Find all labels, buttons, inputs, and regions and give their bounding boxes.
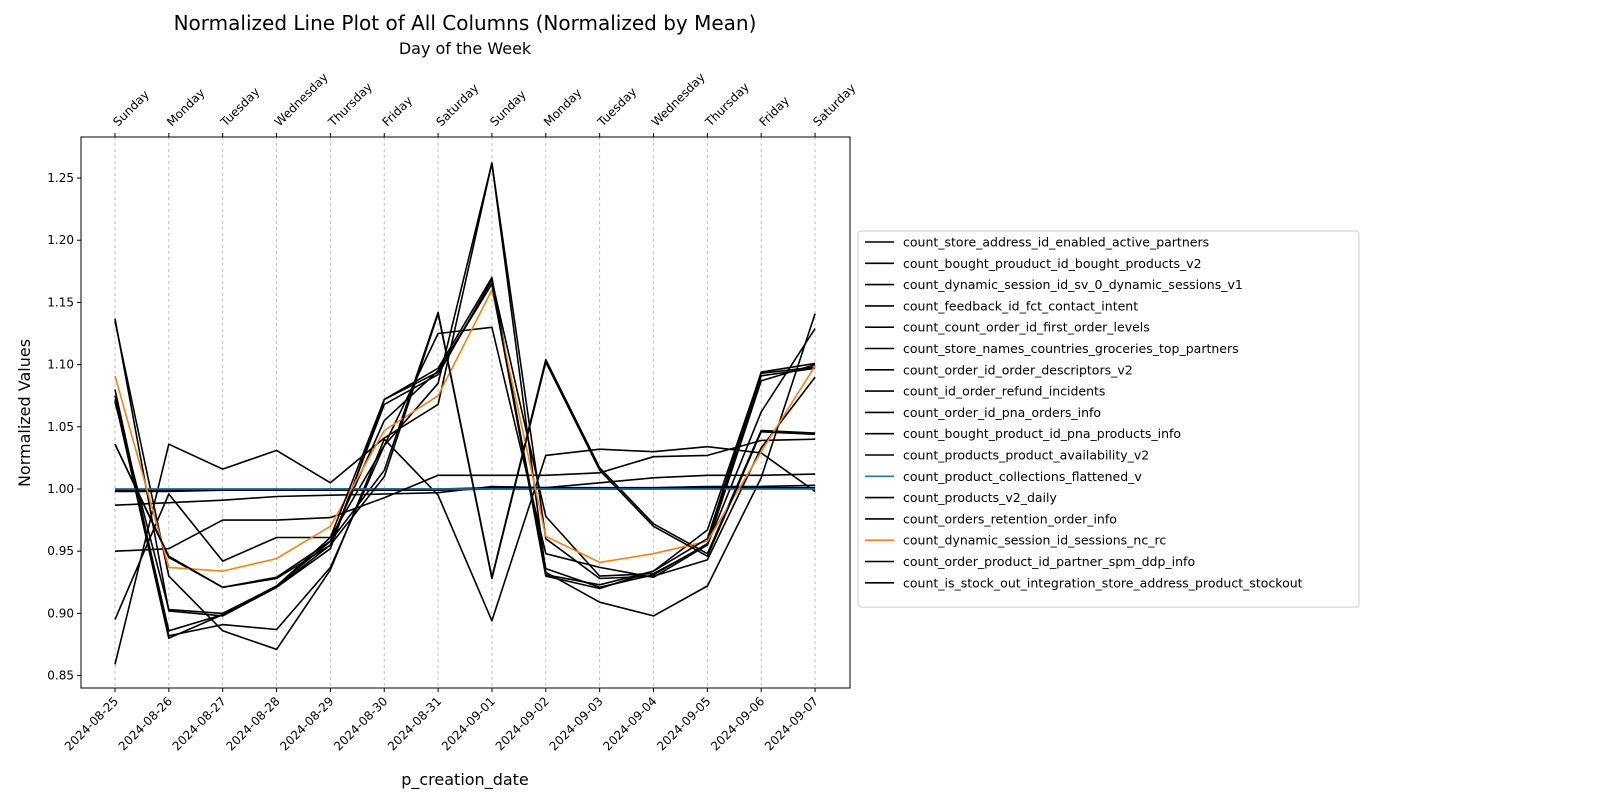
legend-label: count_products_v2_daily bbox=[903, 490, 1057, 505]
legend-label: count_is_stock_out_integration_store_add… bbox=[903, 575, 1303, 590]
legend-label: count_order_product_id_partner_spm_ddp_i… bbox=[903, 554, 1195, 569]
legend-label: count_feedback_id_fct_contact_intent bbox=[903, 298, 1138, 313]
series-line bbox=[114, 276, 816, 632]
chart-title: Normalized Line Plot of All Columns (Nor… bbox=[174, 11, 757, 35]
y-tick-label: 1.20 bbox=[47, 233, 74, 247]
legend-label: count_order_id_pna_orders_info bbox=[903, 405, 1101, 420]
legend-label: count_products_product_availability_v2 bbox=[903, 448, 1149, 463]
y-tick-label: 1.00 bbox=[47, 482, 74, 496]
y-axis-ticks: 0.85 0.90 0.95 1.00 1.05 1.10 1.15 1.20 1.25 bbox=[47, 171, 81, 683]
legend-label: count_order_id_order_descriptors_v2 bbox=[903, 362, 1133, 377]
series-lines bbox=[114, 162, 816, 665]
series-line bbox=[114, 282, 816, 615]
y-tick-label: 0.90 bbox=[47, 606, 74, 620]
x-axis-title: p_creation_date bbox=[401, 770, 529, 790]
legend-label: count_bought_product_id_pna_products_inf… bbox=[903, 426, 1181, 441]
legend: count_store_address_id_enabled_active_pa… bbox=[857, 230, 1360, 608]
series-line bbox=[114, 438, 816, 552]
legend-label: count_dynamic_session_id_sv_0_dynamic_se… bbox=[903, 277, 1243, 292]
legend-label: count_store_names_countries_groceries_to… bbox=[903, 341, 1239, 356]
plot-frame bbox=[80, 136, 851, 689]
y-axis-title: Normalized Values bbox=[15, 339, 34, 487]
legend-label: count_dynamic_session_id_sessions_nc_rc bbox=[903, 533, 1166, 548]
y-tick-label: 1.10 bbox=[47, 358, 74, 372]
top-axis-title: Day of the Week bbox=[399, 39, 532, 58]
series-line bbox=[114, 162, 816, 665]
legend-label: count_bought_prouduct_id_bought_products… bbox=[903, 256, 1202, 271]
series-line bbox=[114, 320, 816, 651]
legend-label: count_orders_retention_order_info bbox=[903, 511, 1117, 526]
legend-box bbox=[857, 230, 1360, 608]
legend-label: count_id_order_refund_incidents bbox=[903, 384, 1105, 399]
series-line bbox=[114, 162, 816, 637]
y-tick-label: 1.05 bbox=[47, 420, 74, 434]
grid-lines bbox=[114, 137, 816, 688]
y-tick-label: 0.85 bbox=[47, 669, 74, 683]
y-tick-label: 1.25 bbox=[47, 171, 74, 185]
legend-label: count_store_address_id_enabled_active_pa… bbox=[903, 235, 1209, 250]
y-tick-label: 0.95 bbox=[47, 544, 74, 558]
y-tick-label: 1.15 bbox=[47, 295, 74, 309]
series-line bbox=[114, 312, 816, 589]
legend-label: count_count_order_id_first_order_levels bbox=[903, 320, 1150, 335]
legend-label: count_product_collections_flattened_v bbox=[903, 469, 1142, 484]
